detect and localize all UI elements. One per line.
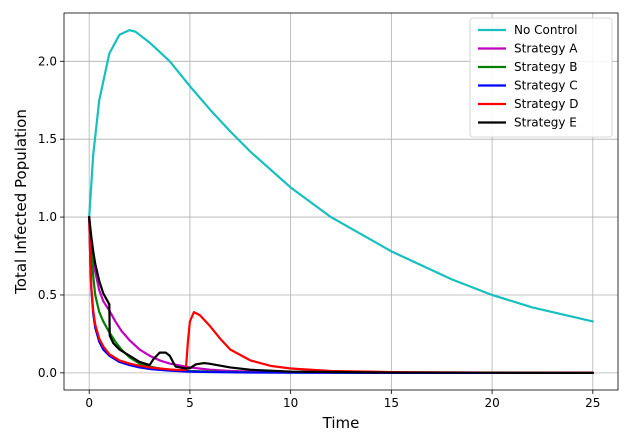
x-tick-label: 15 bbox=[384, 396, 399, 410]
x-tick-label: 20 bbox=[484, 396, 499, 410]
legend-label: Strategy A bbox=[514, 42, 578, 56]
y-tick-label: 0.5 bbox=[38, 288, 57, 302]
y-tick-label: 0.0 bbox=[38, 366, 57, 380]
plot-frame bbox=[63, 12, 619, 391]
x-tick-label: 25 bbox=[585, 396, 600, 410]
x-axis-label: Time bbox=[322, 414, 360, 432]
y-tick-label: 1.5 bbox=[38, 132, 57, 146]
y-axis-ticks: 0.0 0.5 1.0 1.5 2.0 bbox=[38, 54, 64, 380]
y-tick-label: 1.0 bbox=[38, 210, 57, 224]
legend-label: Strategy B bbox=[514, 60, 577, 74]
x-tick-label: 0 bbox=[85, 396, 93, 410]
legend-label: Strategy C bbox=[514, 79, 578, 93]
y-tick-label: 2.0 bbox=[38, 54, 57, 68]
x-tick-label: 5 bbox=[186, 396, 194, 410]
series-line-1 bbox=[88, 29, 594, 323]
series-line-6 bbox=[88, 215, 594, 374]
legend-label: No Control bbox=[514, 23, 578, 37]
x-axis-ticks: 0 5 10 15 20 25 bbox=[85, 390, 600, 410]
series-line-5 bbox=[88, 215, 594, 374]
legend-label: Strategy E bbox=[514, 116, 577, 130]
plot-lines bbox=[88, 29, 594, 374]
legend-label: Strategy D bbox=[514, 97, 578, 111]
legend: No Control Strategy A Strategy B Strategy C… bbox=[469, 17, 613, 138]
y-axis-label: Total Infected Population bbox=[12, 109, 30, 295]
x-tick-label: 10 bbox=[283, 396, 298, 410]
